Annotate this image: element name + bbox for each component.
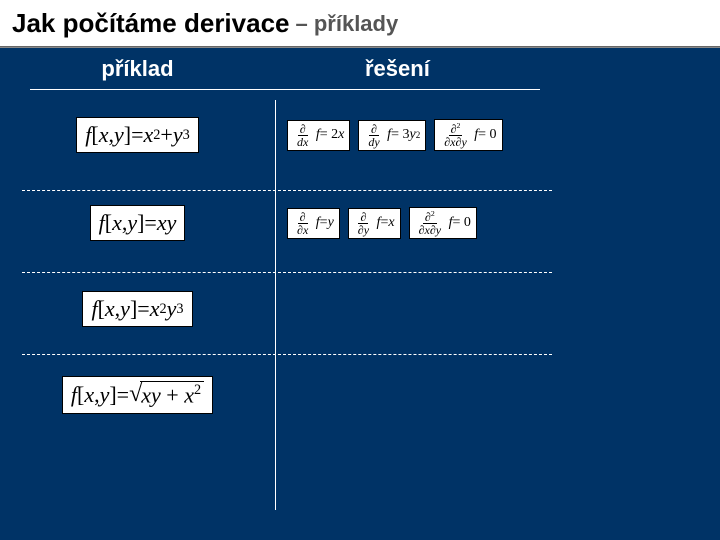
formula: f[x, y] = xy — [90, 205, 186, 241]
formula: f[x, y] = x2 + y3 — [76, 117, 199, 153]
table-row: f[x, y] = xy ∂∂x f = y ∂∂y f = x ∂2∂x∂y … — [0, 188, 720, 258]
table-row: f[x, y] = x2y3 — [0, 274, 720, 344]
table-row: f[x, y] = √xy + x2 — [0, 360, 720, 430]
formula: f[x, y] = x2y3 — [82, 291, 192, 327]
title-main: Jak počítáme derivace — [12, 8, 290, 39]
solution-formula: ∂dx f = 2x — [287, 120, 350, 151]
example-cell: f[x, y] = x2 + y3 — [0, 117, 275, 153]
header-underline — [30, 89, 540, 90]
example-cell: f[x, y] = x2y3 — [0, 291, 275, 327]
solution-formula: ∂∂y f = x — [348, 208, 401, 239]
row-divider — [22, 272, 552, 273]
title-bar: Jak počítáme derivace – příklady — [0, 0, 720, 48]
formula: f[x, y] = √xy + x2 — [62, 376, 213, 413]
example-cell: f[x, y] = √xy + x2 — [0, 376, 275, 413]
header-solution: řešení — [275, 56, 720, 82]
solution-formula: ∂2∂x∂y f = 0 — [409, 207, 477, 239]
title-sub: – příklady — [296, 11, 399, 37]
solution-cell: ∂dx f = 2x ∂dy f = 3y2 ∂2∂x∂y f = 0 — [275, 119, 720, 151]
solution-formula: ∂dy f = 3y2 — [358, 120, 426, 151]
example-cell: f[x, y] = xy — [0, 205, 275, 241]
solution-formula: ∂∂x f = y — [287, 208, 340, 239]
row-divider — [22, 354, 552, 355]
solution-cell: ∂∂x f = y ∂∂y f = x ∂2∂x∂y f = 0 — [275, 207, 720, 239]
header-example: příklad — [0, 56, 275, 82]
solution-formula: ∂2∂x∂y f = 0 — [434, 119, 502, 151]
column-headers: příklad řešení — [0, 48, 720, 90]
table-row: f[x, y] = x2 + y3 ∂dx f = 2x ∂dy f = 3y2… — [0, 100, 720, 170]
content-area: f[x, y] = x2 + y3 ∂dx f = 2x ∂dy f = 3y2… — [0, 100, 720, 520]
